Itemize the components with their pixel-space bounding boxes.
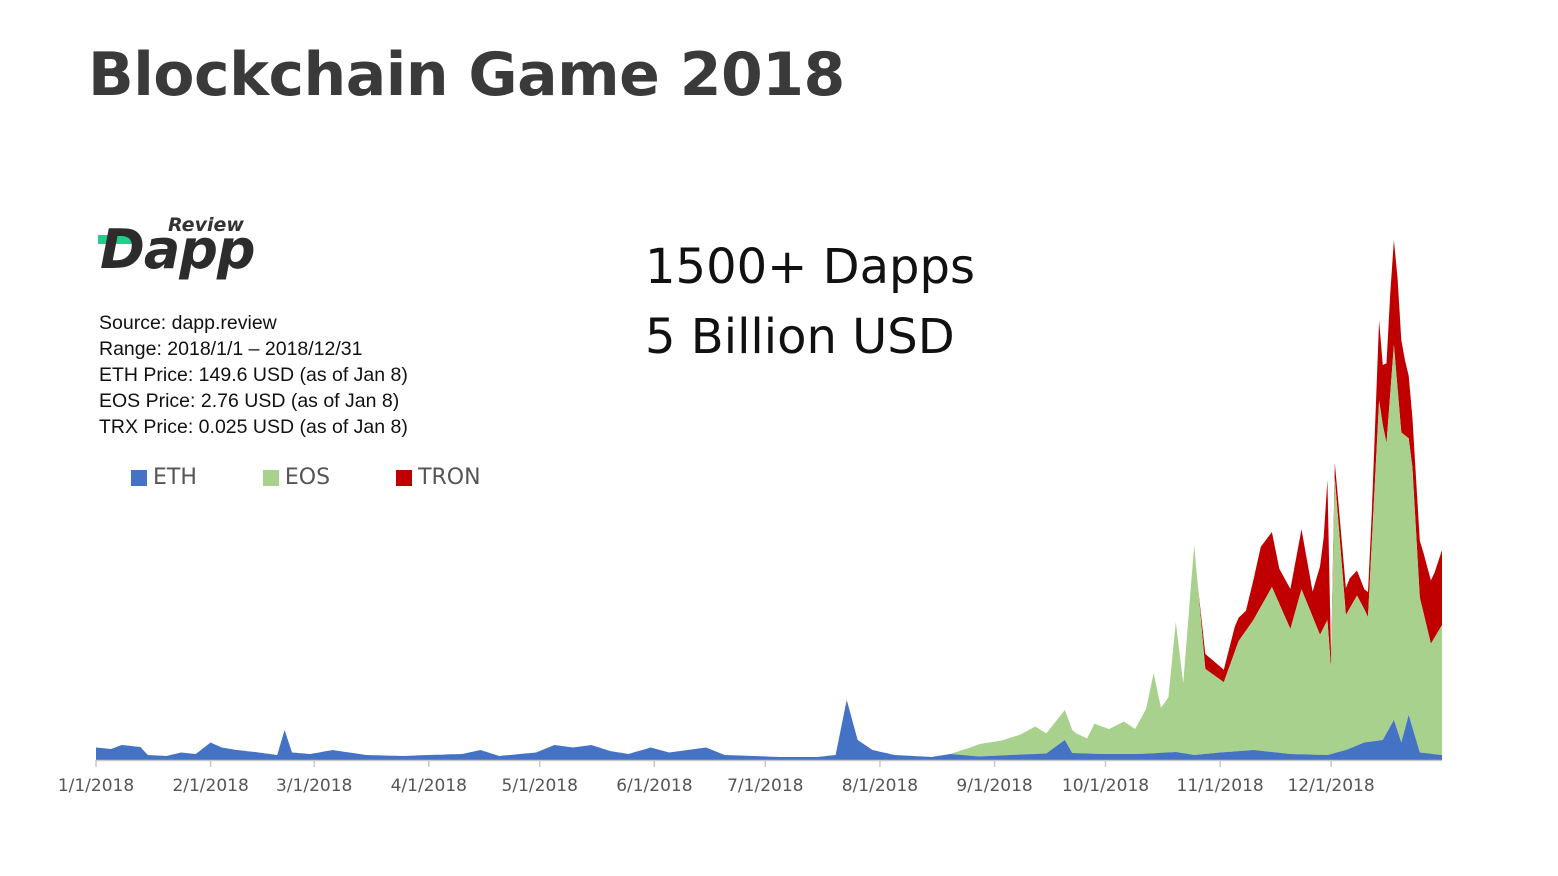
headline-usd: 5 Billion USD (645, 309, 955, 365)
info-trx-price: TRX Price: 0.025 USD (as of Jan 8) (99, 416, 408, 438)
headline: 1500+ Dapps 5 Billion USD (645, 232, 975, 372)
x-tick-label: 6/1/2018 (616, 776, 692, 796)
series-area-eos (96, 345, 1442, 757)
legend-swatch-eth (131, 469, 147, 486)
info-eos-price: EOS Price: 2.76 USD (as of Jan 8) (99, 390, 400, 412)
x-tick-label: 8/1/2018 (842, 776, 918, 796)
legend-swatch-eos (262, 469, 279, 486)
x-tick-label: 5/1/2018 (502, 776, 578, 796)
legend-item-eth: ETH (131, 465, 197, 490)
info-source: Source: dapp.review (99, 312, 277, 334)
x-tick-label: 9/1/2018 (956, 776, 1032, 796)
series-area-eth (96, 700, 1442, 760)
x-tick-label: 1/1/2018 (58, 776, 134, 796)
legend-label-eth: ETH (153, 465, 197, 490)
logo-word: Dapp (100, 218, 256, 281)
info-range: Range: 2018/1/1 – 2018/12/31 (99, 338, 363, 360)
info-eth-price: ETH Price: 149.6 USD (as of Jan 8) (99, 364, 408, 386)
legend-swatch-tron (396, 469, 413, 486)
page-title: Blockchain Game 2018 (88, 40, 845, 110)
x-tick-label: 7/1/2018 (727, 776, 803, 796)
source-info: Source: dapp.review Range: 2018/1/1 – 20… (99, 310, 408, 440)
logo-subtitle: Review (168, 214, 244, 236)
x-tick-label: 3/1/2018 (276, 776, 352, 796)
legend-item-tron: TRON (396, 465, 481, 490)
x-tick-label: 2/1/2018 (172, 776, 248, 796)
logo-accent-bar (98, 235, 134, 244)
headline-dapps: 1500+ Dapps (645, 239, 975, 295)
chart-legend: ETH EOS TRON (131, 465, 547, 490)
x-tick-label: 4/1/2018 (391, 776, 467, 796)
legend-item-eos: EOS (262, 465, 331, 490)
x-tick-label: 12/1/2018 (1287, 776, 1374, 796)
x-tick-label: 10/1/2018 (1062, 776, 1149, 796)
x-tick-label: 11/1/2018 (1177, 776, 1264, 796)
dapp-review-logo: Dapp Review (96, 210, 276, 300)
legend-label-eos: EOS (284, 465, 331, 490)
legend-label-tron: TRON (418, 465, 481, 490)
